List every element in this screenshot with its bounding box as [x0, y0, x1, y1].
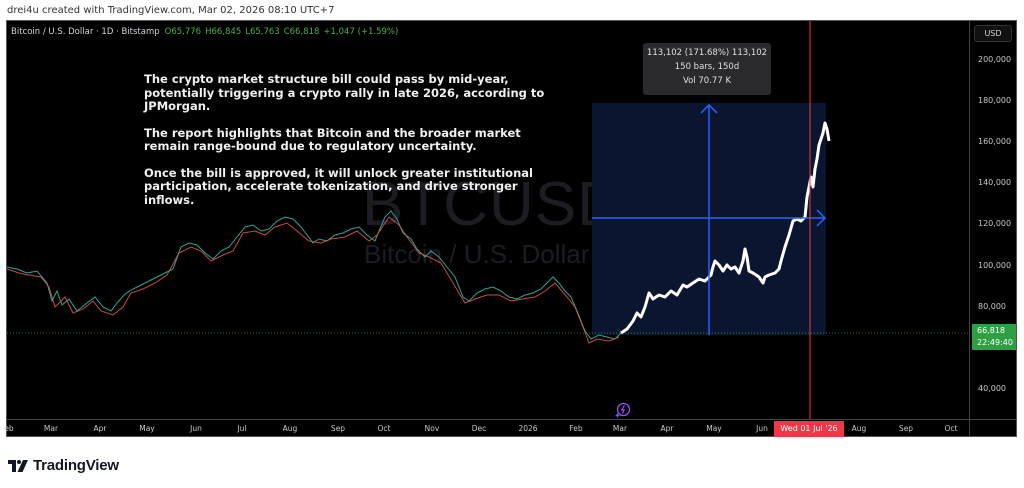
plot-area[interactable]: BTCUSD, 1D Bitcoin / U.S. Dollar: [7, 21, 969, 419]
low-value: L65,763: [245, 27, 280, 37]
measure-volume: Vol 70.77 K: [682, 76, 732, 86]
time-tick: Nov: [424, 424, 440, 433]
time-tick: Aug: [851, 424, 867, 433]
brand-name: TradingView: [33, 457, 119, 474]
price-tick: 160,000: [978, 137, 1012, 146]
time-tick: eb: [4, 424, 14, 433]
price-tick: 180,000: [978, 96, 1012, 105]
time-tick: Jun: [756, 424, 768, 433]
bar-countdown: 22:49:40: [977, 338, 1013, 347]
time-tick: Oct: [944, 424, 958, 433]
measure-bars: 150 bars, 150d: [674, 62, 740, 72]
note-paragraph: The report highlights that Bitcoin and t…: [144, 125, 521, 153]
time-tick: 2026: [518, 424, 538, 433]
measure-tooltip: 113,102 (171.68%) 113,102 150 bars, 150d…: [643, 43, 771, 95]
time-tick: Sep: [898, 424, 914, 433]
time-tick: Jun: [190, 424, 202, 433]
price-tick: 140,000: [978, 178, 1012, 187]
time-tick: Apr: [93, 424, 107, 433]
time-axis[interactable]: eb Mar Apr May Jun Jul Aug Sep Oct Nov D…: [4, 419, 969, 437]
time-tick: May: [139, 424, 155, 433]
time-tick: Feb: [569, 424, 583, 433]
time-tick: Oct: [377, 424, 391, 433]
price-tick: 40,000: [978, 384, 1006, 393]
chart-credit: drei4u created with TradingView.com, Mar…: [7, 5, 335, 16]
lightning-event-icon[interactable]: [615, 402, 631, 419]
time-tick: Sep: [330, 424, 346, 433]
measure-change: 113,102 (171.68%) 113,102: [646, 48, 768, 58]
text-annotation[interactable]: The crypto market structure bill could p…: [144, 72, 564, 220]
tradingview-logo-icon: [8, 459, 28, 472]
change-value: +1,047 (+1.59%): [323, 27, 399, 37]
cursor-date-tag: Wed 01 Jul '26: [774, 421, 844, 437]
note-paragraph: The crypto market structure bill could p…: [144, 72, 545, 113]
price-tick: 100,000: [978, 261, 1012, 270]
currency-button[interactable]: USD: [974, 25, 1012, 42]
high-value: H66,845: [205, 27, 242, 37]
axis-corner: [969, 419, 1017, 437]
time-tick: Apr: [660, 424, 674, 433]
description-watermark: Bitcoin / U.S. Dollar: [364, 239, 590, 269]
ohlc-legend: Bitcoin / U.S. Dollar · 1D · Bitstamp O65…: [11, 27, 398, 37]
last-price: 66,818: [977, 326, 1005, 335]
price-tick: 80,000: [978, 302, 1006, 311]
time-tick: Aug: [282, 424, 298, 433]
close-value: C66,818: [283, 27, 320, 37]
time-tick: Dec: [471, 424, 487, 433]
open-value: O65,776: [164, 27, 202, 37]
price-series: [7, 21, 969, 419]
time-tick: Jul: [237, 424, 247, 433]
time-tick: Mar: [612, 424, 628, 433]
note-paragraph: Once the bill is approved, it will unloc…: [144, 165, 533, 207]
price-axis[interactable]: USD 200,000 180,000 160,000 140,000 120,…: [969, 21, 1017, 419]
price-tick: 120,000: [978, 219, 1012, 228]
price-tick: 200,000: [978, 55, 1012, 64]
last-price-tag: 66,818 22:49:40: [972, 324, 1016, 350]
symbol-label[interactable]: Bitcoin / U.S. Dollar · 1D · Bitstamp: [11, 27, 160, 37]
time-tick: Mar: [43, 424, 59, 433]
chart-frame: BTCUSD, 1D Bitcoin / U.S. Dollar: [4, 20, 1017, 437]
time-tick: May: [706, 424, 722, 433]
tradingview-brand[interactable]: TradingView: [8, 457, 119, 474]
